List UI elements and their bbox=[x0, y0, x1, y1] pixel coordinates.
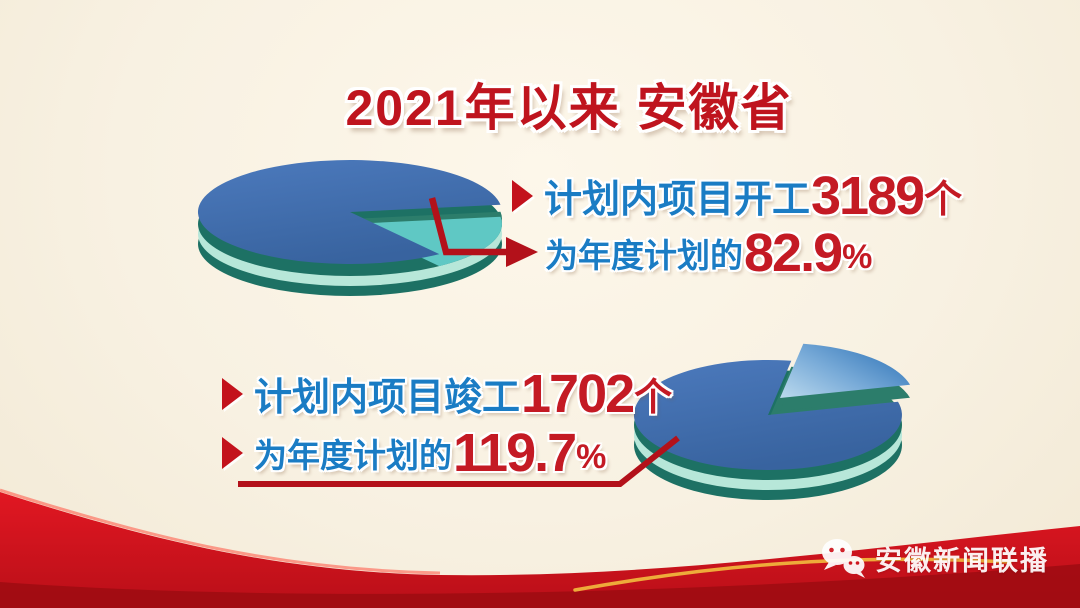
ribbon-highlight-edge bbox=[0, 488, 441, 575]
stat-started-percent: 82.9 bbox=[744, 223, 843, 283]
ribbon-gold-thread bbox=[573, 557, 1012, 592]
stat-started-unit: 个 bbox=[924, 179, 963, 221]
stat-started-percent-unit: % bbox=[842, 237, 873, 276]
callout-line-completed bbox=[238, 435, 680, 487]
pie-chart-completed bbox=[633, 343, 910, 500]
pie-chart-started bbox=[197, 160, 502, 296]
red-ribbon-decoration bbox=[0, 488, 1080, 608]
pie2-exploded-slice-top bbox=[780, 343, 910, 398]
stat-completed-percent-unit: % bbox=[576, 437, 607, 476]
stat-started-label: 计划内项目开工 bbox=[544, 179, 811, 221]
stat-completed-percent: 119.7 bbox=[453, 423, 577, 483]
ribbon-main-wave bbox=[0, 492, 1080, 608]
pie2-main-slice bbox=[633, 359, 902, 470]
stat-started-plan-prefix: 为年度计划的 bbox=[545, 237, 743, 274]
stat-started-line2: 为年度计划的 82.9 % bbox=[545, 226, 872, 280]
callout-arrowhead-icon bbox=[506, 237, 538, 267]
callout-line-started bbox=[428, 197, 508, 256]
ribbon-shadow-wave bbox=[0, 564, 1080, 608]
stat-completed-line2: 为年度计划的 119.7 % bbox=[222, 426, 606, 480]
triangle-bullet-icon bbox=[222, 437, 243, 469]
triangle-bullet-icon bbox=[512, 179, 533, 212]
pie1-main-slice bbox=[197, 160, 501, 265]
watermark-label: 安徽新闻联播 bbox=[875, 545, 1049, 576]
stat-completed-unit: 个 bbox=[634, 377, 673, 419]
stat-started-line1: 计划内项目开工 3189 个 bbox=[512, 168, 962, 223]
triangle-bullet-icon bbox=[222, 377, 243, 410]
page-title: 2021年以来 安徽省 bbox=[345, 80, 793, 136]
wechat-icon bbox=[822, 539, 865, 578]
stat-completed-label: 计划内项目竣工 bbox=[254, 377, 521, 419]
stat-completed-count: 1702 bbox=[521, 363, 635, 424]
stat-started-count: 3189 bbox=[811, 165, 925, 226]
channel-watermark: 安徽新闻联播 bbox=[820, 536, 1049, 580]
stat-completed-plan-prefix: 为年度计划的 bbox=[254, 437, 452, 474]
stat-completed-line1: 计划内项目竣工 1702 个 bbox=[222, 366, 672, 421]
